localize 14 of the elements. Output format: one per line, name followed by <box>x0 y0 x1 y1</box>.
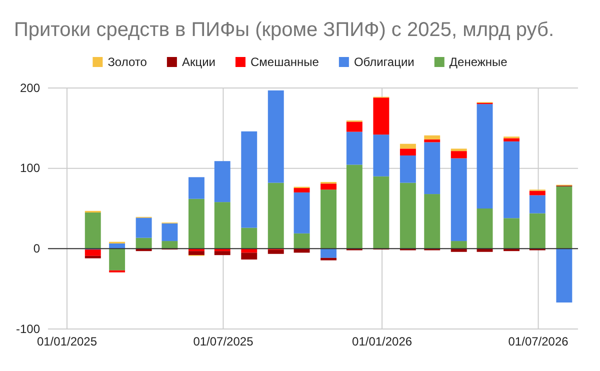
y-tick-label: 200 <box>20 80 40 95</box>
x-tick-label: 01/01/2025 <box>36 334 98 349</box>
legend-label: Облигации <box>354 55 414 69</box>
legend-label: Золото <box>108 55 148 69</box>
y-tick-label: 0 <box>33 242 40 256</box>
legend-label: Акции <box>182 55 216 69</box>
y-tick-label: -100 <box>16 322 40 336</box>
x-tick-label: 01/01/2026 <box>352 334 412 349</box>
x-tick-label: 01/07/2025 <box>193 334 254 349</box>
legend-label: Смешанные <box>250 55 320 69</box>
x-tick-label: 01/07/2026 <box>508 334 569 349</box>
legend-label: Денежные <box>449 55 508 69</box>
chart-title: Притоки средств в ПИФы (кроме ЗПИФ) с 2025, млрд руб. <box>14 19 554 41</box>
y-tick-label: 100 <box>20 161 40 176</box>
